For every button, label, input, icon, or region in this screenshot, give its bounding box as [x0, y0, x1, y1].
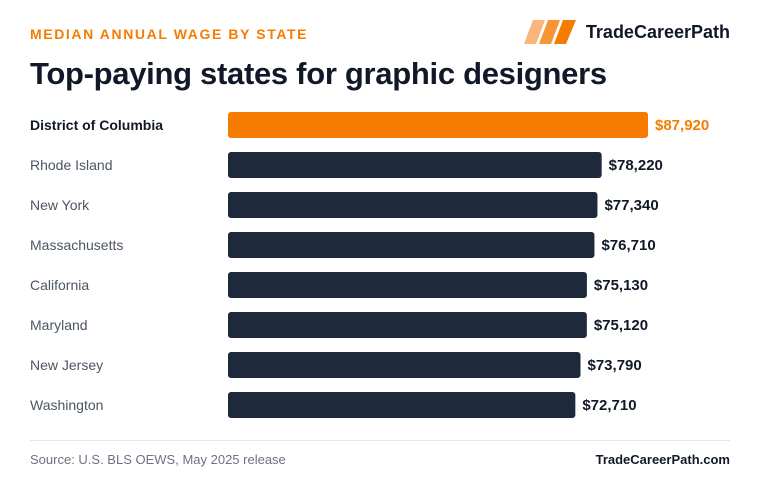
bar: [228, 192, 598, 218]
chart-title: Top-paying states for graphic designers: [30, 56, 607, 91]
bar: [228, 112, 648, 138]
value-label: $77,340: [604, 197, 658, 214]
category-label: Rhode Island: [30, 157, 113, 173]
bar: [228, 232, 595, 258]
category-label: California: [30, 277, 89, 293]
bar: [228, 392, 576, 418]
value-label: $73,790: [588, 357, 642, 374]
bar: [228, 152, 602, 178]
value-label: $75,130: [594, 277, 648, 294]
value-label: $87,920: [655, 117, 709, 134]
category-label: Maryland: [30, 317, 88, 333]
brand-header: TradeCareerPath: [523, 20, 730, 44]
category-label: District of Columbia: [30, 117, 163, 133]
bar: [228, 272, 587, 298]
bar: [228, 312, 587, 338]
bar: [228, 352, 581, 378]
value-label: $75,120: [594, 317, 648, 334]
brand-name: TradeCareerPath: [585, 21, 730, 42]
footer-site: TradeCareerPath.com: [595, 452, 730, 467]
chart-eyebrow: MEDIAN ANNUAL WAGE BY STATE: [30, 26, 309, 42]
stripes-logo-icon: [523, 20, 576, 44]
category-label: New Jersey: [30, 357, 103, 373]
value-label: $76,710: [601, 237, 655, 254]
category-label: Washington: [30, 397, 103, 413]
category-label: Massachusetts: [30, 237, 123, 253]
footer-divider: [30, 440, 730, 441]
value-label: $72,710: [582, 397, 636, 414]
value-label: $78,220: [609, 157, 663, 174]
source-note: Source: U.S. BLS OEWS, May 2025 release: [30, 452, 286, 467]
category-label: New York: [30, 197, 90, 213]
